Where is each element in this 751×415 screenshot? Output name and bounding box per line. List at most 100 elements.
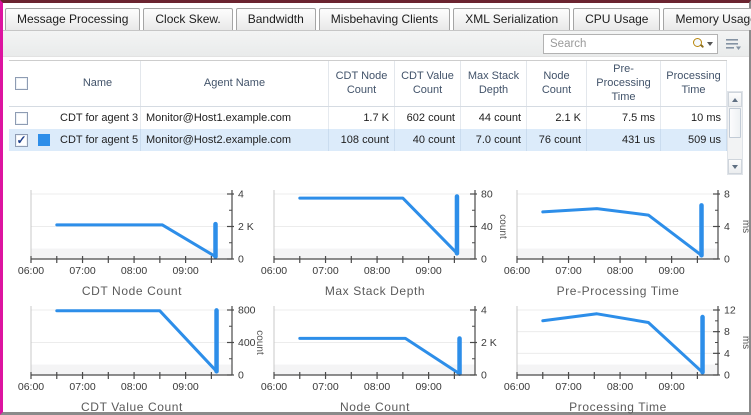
column-header-agent-name[interactable]: Agent Name (141, 61, 329, 107)
search-dropdown-caret-icon[interactable] (707, 41, 713, 46)
arrow-up-icon (732, 97, 738, 102)
column-header-node-count[interactable]: Node Count (527, 61, 587, 107)
customize-columns-icon[interactable] (725, 37, 741, 51)
svg-text:09:00: 09:00 (172, 265, 198, 277)
chart-svg: 06:00 07:00 08:00 09:00 0 400 800 count (18, 305, 265, 394)
chart-svg: 06:00 07:00 08:00 09:00 0 4 8 ms (504, 189, 751, 278)
cell-processing-time: 509 us (661, 129, 727, 152)
svg-text:0: 0 (481, 254, 487, 266)
tab-bandwidth[interactable]: Bandwidth (235, 8, 316, 30)
chart-title: CDT Value Count (81, 400, 183, 414)
svg-text:0: 0 (724, 254, 730, 266)
svg-text:count: count (254, 330, 265, 355)
series-swatch (38, 112, 50, 124)
chart-title: CDT Node Count (81, 284, 183, 298)
svg-text:09:00: 09:00 (415, 381, 441, 393)
grid-header-row: Name Agent Name CDT Node Count CDT Value… (9, 60, 727, 108)
cell-cdt-node-count: 108 count (329, 129, 395, 152)
magnifier-icon[interactable] (693, 38, 704, 49)
column-header-name[interactable]: Name (55, 61, 141, 107)
tab-xml-serialization[interactable]: XML Serialization (453, 8, 571, 30)
grid-toolbar (3, 30, 749, 57)
tab-clock-skew[interactable]: Clock Skew. (143, 8, 233, 30)
svg-text:ms: ms (740, 336, 751, 349)
scroll-down-button[interactable] (728, 159, 742, 174)
tab-memory-usage[interactable]: Memory Usage (663, 8, 751, 30)
scroll-up-button[interactable] (728, 92, 742, 107)
svg-text:80: 80 (481, 189, 493, 201)
svg-text:06:00: 06:00 (18, 265, 44, 277)
search-box[interactable] (543, 33, 718, 54)
chart-max-stack-depth: 06:00 07:00 08:00 09:00 0 40 80 count Max Stack… (256, 187, 508, 299)
svg-text:4: 4 (724, 221, 730, 233)
svg-text:0: 0 (724, 370, 730, 382)
svg-text:06:00: 06:00 (18, 381, 44, 393)
cell-agent-name: Monitor@Host2.example.com (141, 129, 329, 152)
svg-text:08:00: 08:00 (607, 381, 633, 393)
svg-text:06:00: 06:00 (504, 381, 530, 393)
svg-text:09:00: 09:00 (415, 265, 441, 277)
chart-processing-time: 06:00 07:00 08:00 09:00 0 4 8 12 ms Processing T… (499, 303, 751, 415)
tab-message-processing[interactable]: Message Processing (5, 8, 141, 30)
column-header-cdt-node-count[interactable]: CDT Node Count (329, 61, 395, 107)
svg-text:8: 8 (724, 189, 730, 201)
svg-text:06:00: 06:00 (261, 381, 287, 393)
svg-text:07:00: 07:00 (555, 381, 581, 393)
column-header-processing-time[interactable]: Processing Time (661, 61, 727, 107)
cell-max-stack-depth: 7.0 count (461, 129, 527, 152)
scrollbar-track[interactable] (728, 139, 742, 159)
cell-cdt-node-count: 1.7 K (329, 107, 395, 130)
svg-text:40: 40 (481, 221, 493, 233)
svg-text:08:00: 08:00 (364, 265, 390, 277)
svg-text:06:00: 06:00 (261, 265, 287, 277)
svg-text:08:00: 08:00 (121, 265, 147, 277)
chart-node-count: 06:00 07:00 08:00 09:00 0 2 K 4 Node Count (256, 303, 498, 415)
svg-text:07:00: 07:00 (312, 381, 338, 393)
chart-svg: 06:00 07:00 08:00 09:00 0 4 8 12 ms (504, 305, 751, 394)
svg-text:09:00: 09:00 (658, 265, 684, 277)
search-input[interactable] (550, 37, 693, 50)
agents-grid: Name Agent Name CDT Node Count CDT Value… (9, 60, 743, 152)
cell-node-count: 76 count (527, 129, 587, 152)
select-all-checkbox-cell (9, 61, 33, 106)
svg-text:07:00: 07:00 (69, 265, 95, 277)
cell-name: CDT for agent 3 (55, 107, 141, 130)
column-header-max-stack-depth[interactable]: Max Stack Depth (461, 61, 527, 107)
svg-text:2 K: 2 K (481, 337, 497, 349)
chart-svg: 06:00 07:00 08:00 09:00 0 2 K 4 (18, 189, 254, 278)
cell-pre-processing-time: 431 us (587, 129, 661, 152)
svg-text:count: count (497, 214, 508, 239)
cell-name: CDT for agent 5 (55, 129, 141, 152)
column-header-cdt-value-count[interactable]: CDT Value Count (395, 61, 461, 107)
table-row[interactable]: CDT for agent 3 Monitor@Host1.example.co… (9, 107, 727, 130)
arrow-down-icon (732, 164, 738, 169)
select-all-checkbox[interactable] (14, 77, 28, 91)
series-swatch-header (33, 61, 55, 106)
chart-title: Node Count (339, 400, 411, 414)
row-checkbox[interactable] (14, 111, 28, 125)
svg-text:0: 0 (238, 254, 244, 266)
tab-cpu-usage[interactable]: CPU Usage (573, 8, 661, 30)
svg-text:09:00: 09:00 (658, 381, 684, 393)
svg-text:09:00: 09:00 (172, 381, 198, 393)
chart-title: Max Stack Depth (324, 284, 426, 298)
chart-svg: 06:00 07:00 08:00 09:00 0 2 K 4 (261, 305, 497, 394)
chart-title: Pre-Processing Time (556, 284, 680, 298)
svg-text:0: 0 (238, 370, 244, 382)
svg-text:08:00: 08:00 (121, 381, 147, 393)
row-checkbox[interactable] (14, 133, 28, 147)
svg-text:4: 4 (481, 305, 487, 317)
vertical-scrollbar[interactable] (727, 91, 743, 175)
column-header-pre-processing-time[interactable]: Pre-Processing Time (587, 61, 661, 107)
svg-text:800: 800 (238, 305, 256, 317)
series-swatch (38, 134, 50, 147)
chart-svg: 06:00 07:00 08:00 09:00 0 40 80 count (261, 189, 508, 278)
tab-strip: Message Processing Clock Skew. Bandwidth Mi… (3, 3, 751, 30)
svg-text:ms: ms (740, 220, 751, 233)
tab-misbehaving-clients[interactable]: Misbehaving Clients (318, 8, 451, 30)
scrollbar-thumb[interactable] (729, 108, 741, 138)
svg-text:07:00: 07:00 (555, 265, 581, 277)
cell-agent-name: Monitor@Host1.example.com (141, 107, 329, 130)
table-row[interactable]: CDT for agent 5 Monitor@Host2.example.co… (9, 129, 727, 152)
cell-cdt-value-count: 40 count (395, 129, 461, 152)
